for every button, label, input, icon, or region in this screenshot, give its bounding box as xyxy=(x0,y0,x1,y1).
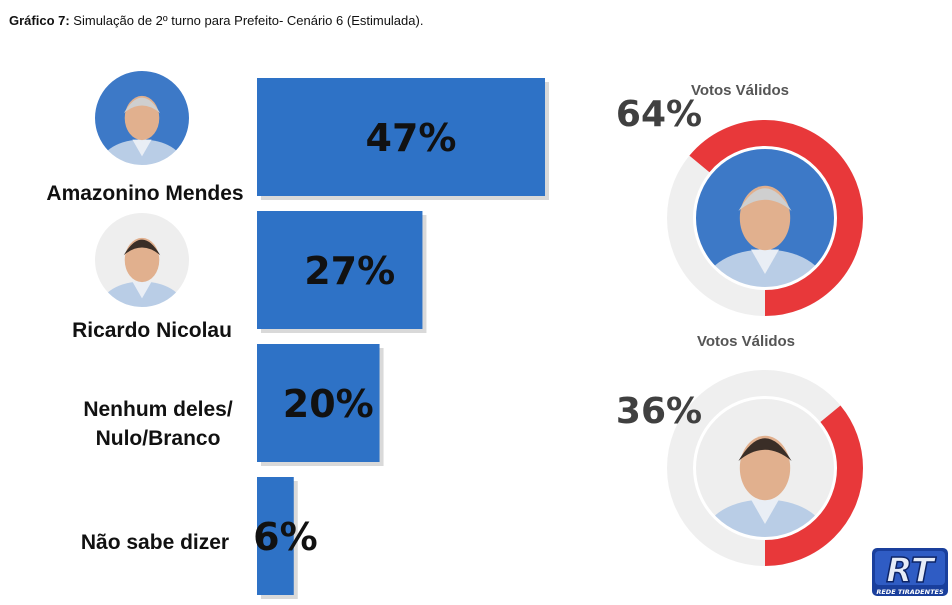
bar-3 xyxy=(257,344,380,462)
bar-value-label: 6% xyxy=(253,515,318,559)
logo-caption: REDE TIRADENTES xyxy=(876,588,944,596)
donut-value-label: 64% xyxy=(616,94,702,135)
person-photo-icon xyxy=(695,148,835,288)
person-photo-icon xyxy=(94,70,190,166)
category-label: Nenhum deles/ xyxy=(83,398,233,421)
category-label: Amazonino Mendes xyxy=(46,182,243,205)
chart-title-prefix: Gráfico 7: xyxy=(9,13,70,28)
donut-value-label: 36% xyxy=(616,391,702,432)
donut-slice xyxy=(667,370,863,566)
bar-chart: 47% 27% 20% 6% Amazonino Mendes Ricardo Nicol… xyxy=(46,78,549,599)
logo-mark: RT xyxy=(886,551,937,591)
logo: RT REDE TIRADENTES xyxy=(872,548,948,596)
bar-4 xyxy=(257,477,294,595)
bar-value-label: 47% xyxy=(366,116,457,160)
category-label: Ricardo Nicolau xyxy=(72,319,232,342)
person-photo-icon xyxy=(695,398,835,538)
donut-slice xyxy=(667,120,863,316)
chart-title: Gráfico 7: Simulação de 2º turno para Pr… xyxy=(9,13,423,28)
donut-title: Votos Válidos xyxy=(691,82,789,99)
bar-1 xyxy=(257,78,545,196)
bar-value-label: 27% xyxy=(304,249,395,293)
chart-title-text: Simulação de 2º turno para Prefeito- Cen… xyxy=(69,13,424,28)
bar-2 xyxy=(257,211,423,329)
category-label: Não sabe dizer xyxy=(81,531,229,554)
candidate-photos xyxy=(93,69,836,539)
bar-value-label: 20% xyxy=(283,382,374,426)
donut-title: Votos Válidos xyxy=(697,333,795,350)
category-label: Nulo/Branco xyxy=(96,427,221,450)
person-photo-icon xyxy=(94,212,190,308)
